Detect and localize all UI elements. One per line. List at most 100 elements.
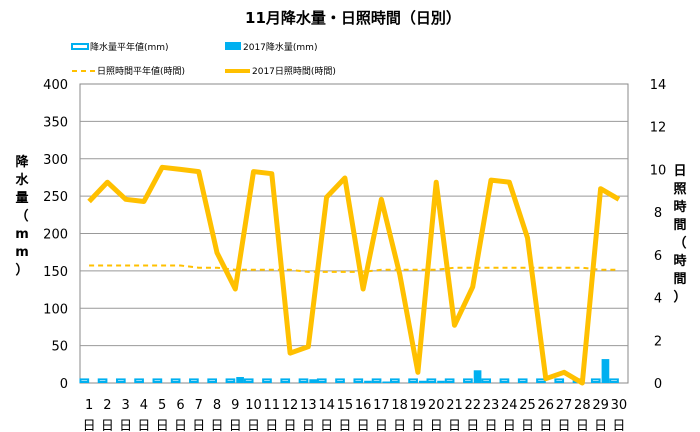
bar-normal-precip bbox=[481, 378, 492, 383]
bar-normal-precip bbox=[207, 378, 218, 383]
bar-normal-precip bbox=[280, 378, 291, 383]
bar-normal-precip bbox=[97, 378, 108, 383]
legend-swatch-2017-precip bbox=[225, 42, 241, 50]
bar-normal-precip bbox=[225, 378, 236, 383]
x-tick-label: 23 bbox=[483, 398, 500, 413]
x-tick-unit: 日 bbox=[411, 419, 424, 432]
bar-normal-precip bbox=[371, 378, 382, 383]
x-tick-unit: 日 bbox=[484, 419, 497, 432]
x-tick-unit: 日 bbox=[229, 419, 242, 432]
bar-2017-precip bbox=[437, 380, 445, 383]
bar-normal-precip bbox=[335, 378, 345, 383]
bar-normal-precip bbox=[590, 378, 601, 383]
x-tick-label: 21 bbox=[446, 398, 463, 413]
x-tick-unit: 日 bbox=[83, 419, 96, 432]
x-tick-unit: 日 bbox=[302, 419, 315, 432]
x-axis: 1日2日3日4日5日6日7日8日9日10日11日12日13日14日15日16日1… bbox=[83, 398, 628, 432]
x-tick-label: 13 bbox=[300, 398, 317, 413]
bar-normal-precip bbox=[134, 378, 144, 383]
x-tick-unit: 日 bbox=[265, 419, 278, 432]
axis-titles: 降水量（ m m ） 日照時間（時間） bbox=[15, 154, 686, 305]
x-tick-label: 20 bbox=[428, 398, 445, 413]
x-tick-label: 14 bbox=[318, 398, 335, 413]
x-tick-unit: 日 bbox=[521, 419, 534, 432]
bar-2017-precip bbox=[473, 370, 482, 383]
x-tick-unit: 日 bbox=[210, 419, 223, 432]
x-tick-unit: 日 bbox=[320, 419, 333, 432]
bars bbox=[79, 359, 619, 383]
y-right-axis-title: 日照時間（時間） bbox=[673, 164, 686, 305]
x-tick-unit: 日 bbox=[338, 419, 351, 432]
x-tick-unit: 日 bbox=[174, 419, 187, 432]
y-right-tick-label: 12 bbox=[650, 121, 667, 136]
bar-normal-precip bbox=[463, 378, 473, 383]
legend-swatch-normal-precip bbox=[71, 43, 89, 50]
x-tick-label: 27 bbox=[556, 398, 573, 413]
x-tick-label: 2 bbox=[103, 398, 111, 413]
x-tick-label: 29 bbox=[592, 398, 609, 413]
x-tick-label: 28 bbox=[574, 398, 591, 413]
legend: 降水量平年値(mm) 2017降水量(mm) 日照時間平年値(時間) 2017日… bbox=[71, 41, 336, 77]
y-axis-right: 0 2 4 6 8 10 12 14 bbox=[650, 78, 667, 392]
bar-2017-precip bbox=[382, 381, 391, 383]
x-tick-unit: 日 bbox=[612, 419, 625, 432]
x-tick-unit: 日 bbox=[375, 419, 388, 432]
bar-2017-precip bbox=[309, 379, 318, 383]
chart-title: 11月降水量・日照時間（日別） bbox=[245, 9, 461, 27]
x-tick-label: 10 bbox=[245, 398, 262, 413]
bar-normal-precip bbox=[444, 378, 455, 383]
x-tick-unit: 日 bbox=[448, 419, 461, 432]
x-tick-unit: 日 bbox=[430, 419, 443, 432]
x-tick-unit: 日 bbox=[393, 419, 406, 432]
bar-normal-precip bbox=[115, 378, 126, 383]
x-tick-label: 6 bbox=[176, 398, 184, 413]
y-left-tick-label: 200 bbox=[43, 228, 68, 243]
bar-normal-precip bbox=[298, 378, 309, 383]
x-tick-label: 19 bbox=[410, 398, 427, 413]
x-tick-unit: 日 bbox=[247, 419, 260, 432]
x-tick-unit: 日 bbox=[539, 419, 552, 432]
legend-label-2017-precip: 2017降水量(mm) bbox=[243, 41, 317, 53]
x-tick-unit: 日 bbox=[357, 419, 370, 432]
x-tick-unit: 日 bbox=[576, 419, 589, 432]
x-tick-label: 12 bbox=[282, 398, 299, 413]
y-left-tick-label: 100 bbox=[43, 302, 68, 317]
y-right-tick-label: 4 bbox=[654, 292, 662, 307]
x-tick-label: 25 bbox=[519, 398, 536, 413]
y-left-tick-label: 50 bbox=[51, 340, 68, 355]
bar-normal-precip bbox=[152, 378, 163, 383]
x-tick-unit: 日 bbox=[192, 419, 205, 432]
y-right-tick-label: 14 bbox=[650, 78, 667, 93]
bar-normal-precip bbox=[554, 378, 565, 383]
x-tick-label: 1 bbox=[85, 398, 93, 413]
y-left-tick-label: 300 bbox=[43, 153, 68, 168]
x-tick-label: 26 bbox=[538, 398, 555, 413]
bar-2017-precip bbox=[236, 377, 244, 383]
x-tick-label: 30 bbox=[611, 398, 628, 413]
bar-2017-precip bbox=[364, 380, 372, 383]
bar-normal-precip bbox=[353, 378, 364, 383]
x-tick-label: 17 bbox=[373, 398, 390, 413]
y-right-tick-label: 10 bbox=[650, 163, 667, 178]
x-tick-label: 11 bbox=[264, 398, 281, 413]
x-tick-label: 9 bbox=[231, 398, 239, 413]
line-2017-sunshine bbox=[87, 164, 621, 386]
bar-normal-precip bbox=[499, 378, 510, 383]
bar-normal-precip bbox=[517, 378, 528, 383]
x-tick-unit: 日 bbox=[119, 419, 132, 432]
bar-normal-precip bbox=[389, 378, 400, 383]
y-left-tick-label: 350 bbox=[43, 115, 68, 130]
bar-normal-precip bbox=[609, 378, 619, 383]
x-tick-unit: 日 bbox=[503, 419, 516, 432]
bar-normal-precip bbox=[79, 378, 90, 383]
legend-label-2017-sunshine: 2017日照時間(時間) bbox=[252, 66, 336, 77]
bar-normal-precip bbox=[426, 378, 437, 383]
bar-normal-precip bbox=[262, 378, 272, 383]
x-tick-label: 22 bbox=[464, 398, 481, 413]
x-tick-label: 16 bbox=[355, 398, 372, 413]
x-tick-unit: 日 bbox=[594, 419, 607, 432]
y-left-tick-label: 250 bbox=[43, 190, 68, 205]
bar-2017-precip bbox=[418, 380, 427, 383]
x-tick-unit: 日 bbox=[284, 419, 297, 432]
